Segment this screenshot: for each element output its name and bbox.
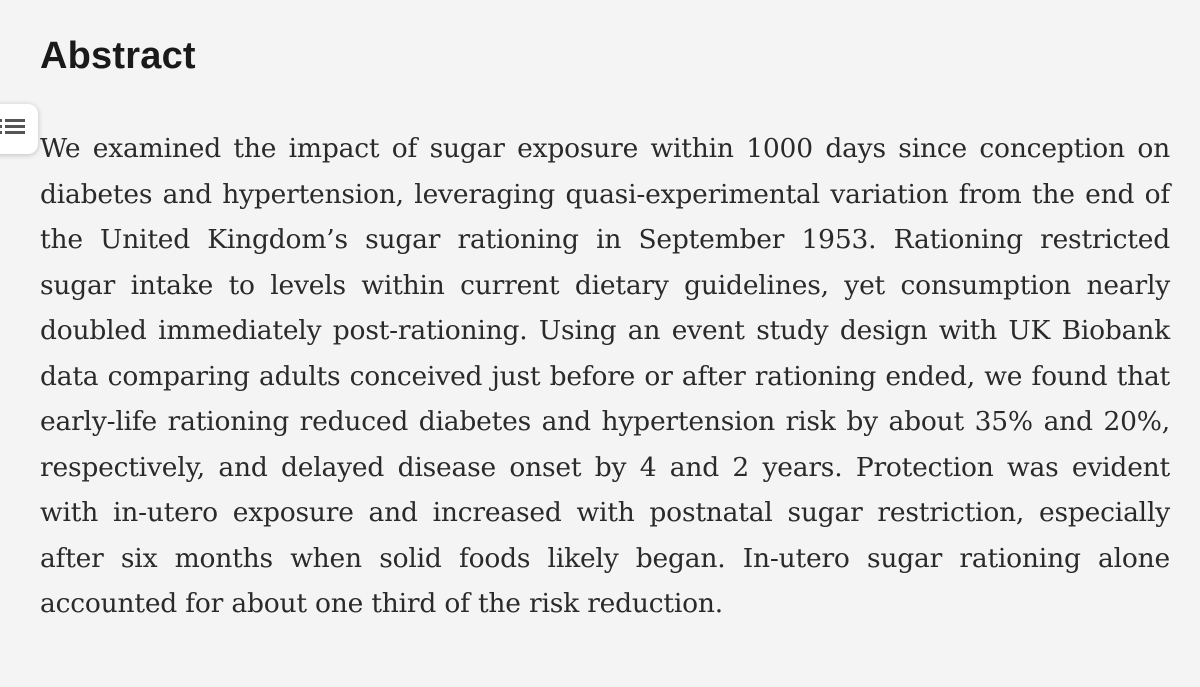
section-heading: Abstract — [40, 35, 196, 77]
outline-toggle-button[interactable] — [0, 104, 38, 154]
list-icon — [0, 119, 25, 134]
abstract-text: We examined the impact of sugar exposure… — [40, 133, 1170, 619]
